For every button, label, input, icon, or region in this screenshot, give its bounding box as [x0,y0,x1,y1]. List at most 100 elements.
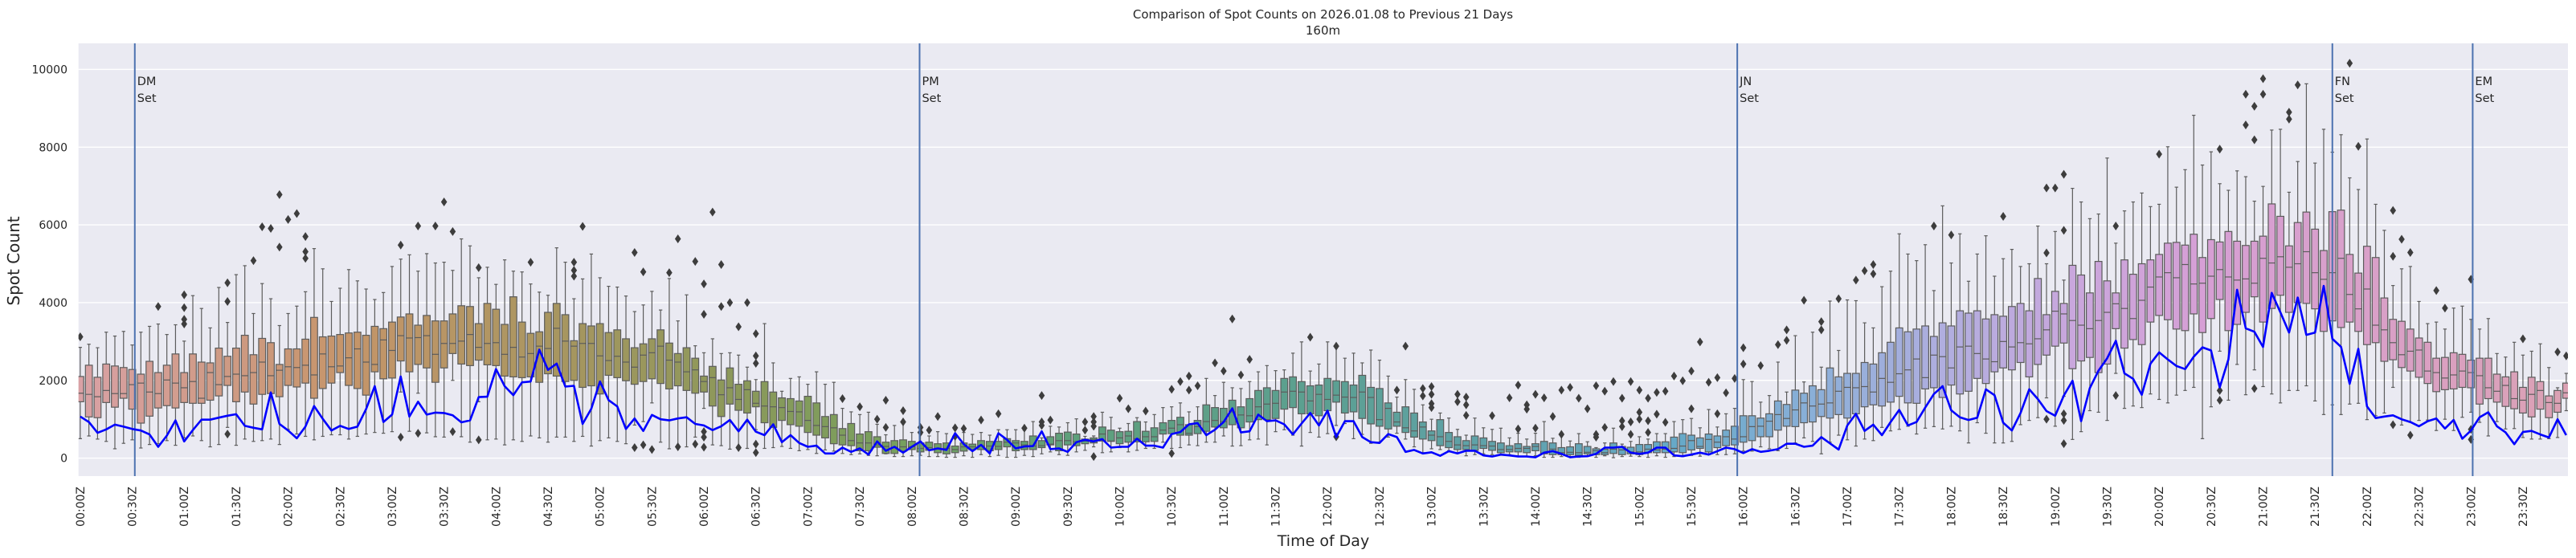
box-iqr [93,377,102,418]
box-iqr [1566,446,1575,455]
box-iqr [526,332,535,377]
box-iqr [301,338,310,384]
box-273 [2441,328,2449,420]
box-75 [726,352,734,450]
box-242 [2172,186,2181,396]
box-257 [2302,83,2311,387]
outlier-point [1601,386,1609,396]
box-238 [2137,192,2146,409]
box-iqr [2068,264,2077,369]
box-iqr [1921,325,1930,390]
box-iqr [111,365,119,408]
box-iqr [1323,377,1332,412]
box-iqr [1176,417,1184,436]
outlier-point [1402,341,1409,351]
outlier-point [2060,226,2067,235]
outlier-point [1185,371,1192,381]
outlier-point [1654,409,1660,419]
box-iqr [726,367,734,405]
box-iqr [1384,402,1392,430]
box-iqr [2449,352,2458,390]
outlier-point [475,263,482,272]
box-148 [1358,362,1367,435]
x-tick-label: 18:30Z [1997,487,2010,527]
x-tick-label: 05:30Z [646,487,659,527]
annotation-label: Set [2335,92,2354,105]
box-55 [552,247,561,438]
outlier-point [1306,332,1314,342]
outlier-point [648,445,656,454]
box-60 [595,277,604,442]
box-iqr [2406,328,2414,372]
outlier-point [1645,428,1651,438]
box-iqr [1271,389,1280,419]
box-268 [2398,268,2406,426]
box-iqr [128,369,137,410]
box-140 [1289,352,1298,436]
box-iqr [240,334,249,393]
box-72 [700,352,708,409]
box-iqr [648,338,656,380]
outlier-point [701,427,707,437]
box-228 [2051,230,2059,427]
box-iqr [2441,356,2449,390]
outlier-point [1740,343,1747,352]
box-7 [137,332,145,449]
annotation-label: Set [1740,92,1759,105]
box-iqr [1731,426,1739,446]
box-iqr [743,380,751,414]
outlier-point [2259,74,2267,83]
x-tick-label: 23:30Z [2517,487,2530,527]
outlier-point [1645,416,1651,426]
outlier-point [1428,382,1435,392]
box-iqr [700,375,708,393]
box-5 [119,331,128,444]
box-153 [1401,379,1410,440]
x-tick-label: 14:00Z [1530,487,1543,527]
box-59 [587,253,595,447]
outlier-point [570,271,578,281]
box-272 [2432,321,2441,431]
box-iqr [795,400,803,427]
box-185 [1678,419,1687,458]
box-iqr [1826,367,1834,419]
outlier-point [1454,389,1461,399]
outlier-point [224,430,231,439]
box-iqr [544,312,552,375]
x-tick-label: 10:30Z [1166,487,1179,527]
box-iqr [414,324,423,365]
box-209 [1887,271,1895,432]
x-tick-label: 11:30Z [1270,487,1283,527]
box-iqr [1965,312,1973,392]
outlier-point [1540,393,1548,403]
box-29 [327,300,336,436]
box-221 [1990,275,1999,444]
box-283 [2527,350,2536,440]
box-31 [345,269,353,440]
box-iqr [847,422,856,446]
outlier-point [1870,259,1877,269]
outlier-point [276,189,283,199]
box-iqr [1496,442,1505,454]
outlier-point [2051,183,2059,193]
outlier-point [2520,334,2526,344]
box-61 [604,285,613,439]
outlier-point [2554,347,2561,356]
outlier-point [579,222,586,231]
box-197 [1782,391,1791,450]
box-iqr [1834,376,1843,415]
outlier-point [2060,416,2067,426]
x-tick-label: 02:00Z [283,487,296,527]
outlier-point [2060,439,2067,449]
x-tick-label: 08:00Z [906,487,919,527]
box-8 [145,325,154,446]
box-194 [1756,401,1765,448]
box-202 [1826,300,1834,443]
outlier-point [1818,317,1825,327]
x-tick-label: 04:30Z [542,487,555,527]
outlier-point [302,232,309,242]
box-iqr [2042,314,2051,356]
outlier-point [397,432,404,442]
outlier-point [1237,370,1245,380]
outlier-point [1090,412,1097,422]
